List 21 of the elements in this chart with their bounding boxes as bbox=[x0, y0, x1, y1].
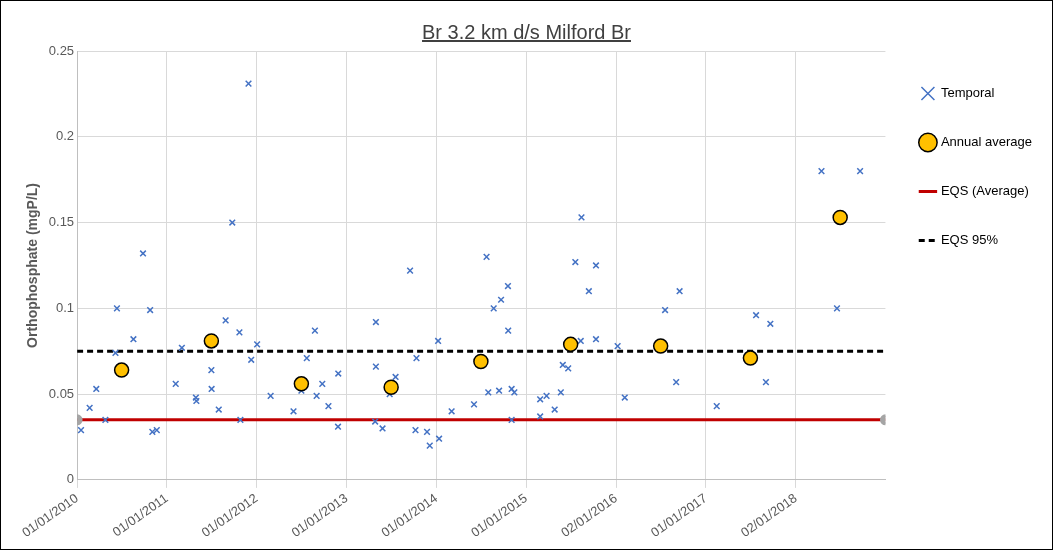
point bbox=[742, 350, 759, 366]
legend-label: Annual average bbox=[940, 134, 1033, 150]
point bbox=[652, 338, 669, 354]
y-tick-label: 0 bbox=[66, 471, 75, 487]
y-tick-label: 0.15 bbox=[48, 214, 75, 230]
legend-label: Temporal bbox=[940, 85, 995, 101]
point bbox=[562, 336, 579, 353]
y-axis-title: Orthophosphate (mgP/L) bbox=[24, 183, 41, 348]
point bbox=[203, 333, 220, 349]
y-tick-label: 0.2 bbox=[56, 128, 75, 144]
point bbox=[293, 376, 310, 392]
point bbox=[473, 353, 489, 370]
legend-label: EQS 95% bbox=[940, 232, 999, 248]
chart-title: Br 3.2 km d/s Milford Br bbox=[421, 21, 632, 44]
point bbox=[383, 379, 399, 396]
y-tick-label: 0.25 bbox=[48, 42, 75, 58]
point bbox=[113, 362, 130, 378]
y-tick-label: 0.05 bbox=[48, 385, 75, 401]
legend-label: EQS (Average) bbox=[940, 183, 1029, 199]
y-tick-label: 0.1 bbox=[56, 299, 75, 315]
point bbox=[832, 209, 848, 226]
